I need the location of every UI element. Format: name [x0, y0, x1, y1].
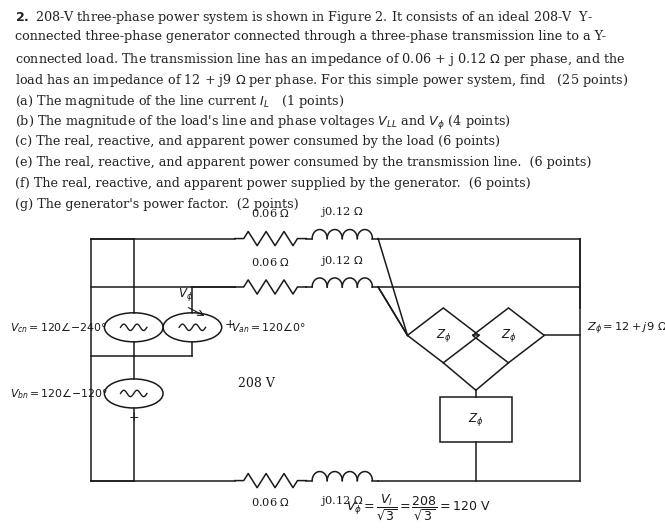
Text: $V_\phi = \dfrac{V_l}{\sqrt{3}} = \dfrac{208}{\sqrt{3}} = 120\ \mathrm{V}$: $V_\phi = \dfrac{V_l}{\sqrt{3}} = \dfrac…	[346, 492, 491, 523]
Bar	[440, 397, 512, 442]
Text: (e) The real, reactive, and apparent power consumed by the transmission line.  (: (e) The real, reactive, and apparent pow…	[15, 156, 591, 169]
Text: +: +	[225, 317, 235, 331]
Text: (f) The real, reactive, and apparent power supplied by the generator.  (6 points: (f) The real, reactive, and apparent pow…	[15, 177, 530, 189]
Text: 0.06 $\Omega$: 0.06 $\Omega$	[251, 496, 290, 508]
Text: $V_{bn} = 120\angle{-120°}$: $V_{bn} = 120\angle{-120°}$	[10, 386, 108, 401]
Text: 0.06 $\Omega$: 0.06 $\Omega$	[251, 256, 290, 268]
Text: 208 V: 208 V	[238, 377, 275, 390]
Text: $Z_\phi$: $Z_\phi$	[468, 411, 483, 428]
Text: $Z_\phi$: $Z_\phi$	[501, 327, 516, 344]
Text: (c) The real, reactive, and apparent power consumed by the load (6 points): (c) The real, reactive, and apparent pow…	[15, 135, 499, 148]
Text: $V_{an} = 120\angle{0°}$: $V_{an} = 120\angle{0°}$	[231, 320, 306, 335]
Text: j0.12 $\Omega$: j0.12 $\Omega$	[321, 253, 364, 268]
Text: load has an impedance of 12 + j9 $\Omega$ per phase. For this simple power syste: load has an impedance of 12 + j9 $\Omega…	[15, 72, 628, 89]
Text: connected load. The transmission line has an impedance of 0.06 + j 0.12 $\Omega$: connected load. The transmission line ha…	[15, 51, 625, 68]
Text: 0.06 $\Omega$: 0.06 $\Omega$	[251, 207, 290, 219]
Text: $Z_\phi = 12 + j9\ \Omega$: $Z_\phi = 12 + j9\ \Omega$	[587, 321, 665, 337]
Text: j0.12 $\Omega$: j0.12 $\Omega$	[321, 205, 364, 219]
Text: connected three-phase generator connected through a three-phase transmission lin: connected three-phase generator connecte…	[15, 30, 606, 43]
Text: (b) The magnitude of the load's line and phase voltages $V_{LL}$ and $V_\phi$ (4: (b) The magnitude of the load's line and…	[15, 114, 511, 132]
Text: (g) The generator's power factor.  (2 points): (g) The generator's power factor. (2 poi…	[15, 197, 299, 211]
Text: $V_\phi$: $V_\phi$	[178, 286, 194, 303]
Text: $\mathbf{2.}$ 208-V three-phase power system is shown in Figure 2. It consists o: $\mathbf{2.}$ 208-V three-phase power sy…	[15, 9, 593, 26]
Text: j0.12 $\Omega$: j0.12 $\Omega$	[321, 494, 364, 508]
Text: $Z_\phi$: $Z_\phi$	[436, 327, 451, 344]
Text: $V_{cn} = 120\angle{-240°}$: $V_{cn} = 120\angle{-240°}$	[10, 320, 107, 335]
Text: (a) The magnitude of the line current $I_L$   (1 points): (a) The magnitude of the line current $I…	[15, 93, 344, 110]
Text: +: +	[128, 411, 139, 424]
